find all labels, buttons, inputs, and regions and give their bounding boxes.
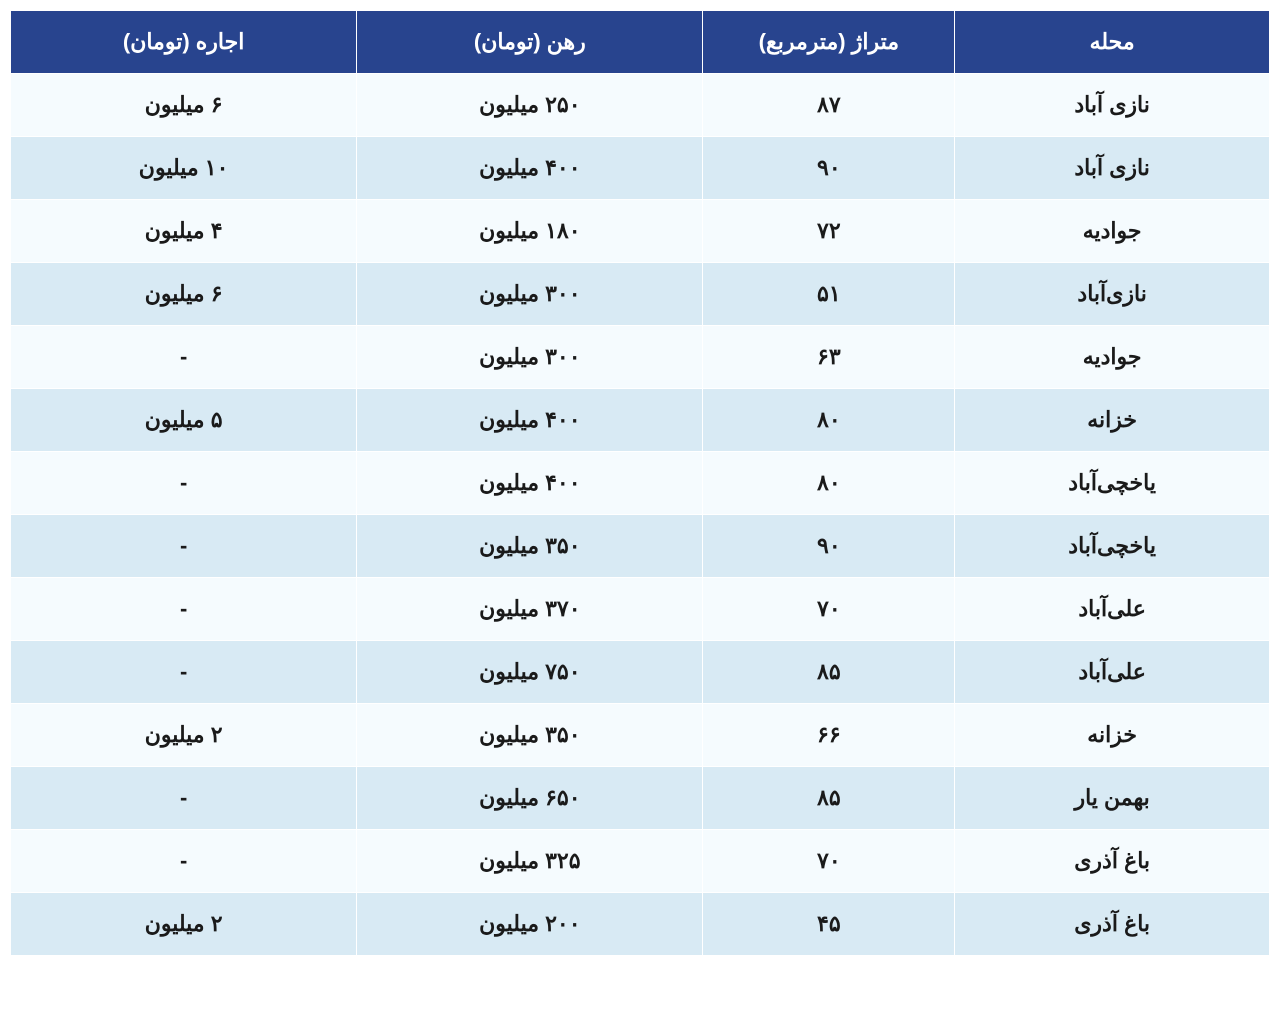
cell-rent: - xyxy=(11,515,357,578)
cell-neighborhood: نازی‌آباد xyxy=(955,263,1270,326)
cell-neighborhood: باغ آذری xyxy=(955,893,1270,956)
table-row: علی‌آباد۷۰۳۷۰ میلیون- xyxy=(11,578,1270,641)
table-row: خزانه۸۰۴۰۰ میلیون۵ میلیون xyxy=(11,389,1270,452)
header-row: محله متراژ (مترمربع) رهن (تومان) اجاره (… xyxy=(11,11,1270,74)
cell-deposit: ۳۵۰ میلیون xyxy=(357,704,703,767)
table-row: یاخچی‌آباد۸۰۴۰۰ میلیون- xyxy=(11,452,1270,515)
cell-rent: - xyxy=(11,326,357,389)
cell-area: ۸۰ xyxy=(703,452,955,515)
price-table-container: محله متراژ (مترمربع) رهن (تومان) اجاره (… xyxy=(10,10,1270,956)
cell-neighborhood: یاخچی‌آباد xyxy=(955,452,1270,515)
cell-rent: ۵ میلیون xyxy=(11,389,357,452)
table-row: نازی‌آباد۵۱۳۰۰ میلیون۶ میلیون xyxy=(11,263,1270,326)
cell-rent: ۶ میلیون xyxy=(11,74,357,137)
table-row: باغ آذری۷۰۳۲۵ میلیون- xyxy=(11,830,1270,893)
cell-area: ۴۵ xyxy=(703,893,955,956)
cell-area: ۸۰ xyxy=(703,389,955,452)
cell-area: ۷۲ xyxy=(703,200,955,263)
cell-area: ۸۷ xyxy=(703,74,955,137)
table-row: باغ آذری۴۵۲۰۰ میلیون۲ میلیون xyxy=(11,893,1270,956)
cell-deposit: ۳۰۰ میلیون xyxy=(357,326,703,389)
cell-deposit: ۶۵۰ میلیون xyxy=(357,767,703,830)
table-row: علی‌آباد۸۵۷۵۰ میلیون- xyxy=(11,641,1270,704)
table-row: جوادیه۶۳۳۰۰ میلیون- xyxy=(11,326,1270,389)
cell-rent: ۴ میلیون xyxy=(11,200,357,263)
price-table: محله متراژ (مترمربع) رهن (تومان) اجاره (… xyxy=(10,10,1270,956)
table-body: نازی آباد۸۷۲۵۰ میلیون۶ میلیوننازی آباد۹۰… xyxy=(11,74,1270,956)
table-row: یاخچی‌آباد۹۰۳۵۰ میلیون- xyxy=(11,515,1270,578)
cell-deposit: ۴۰۰ میلیون xyxy=(357,389,703,452)
header-deposit: رهن (تومان) xyxy=(357,11,703,74)
cell-neighborhood: نازی آباد xyxy=(955,74,1270,137)
cell-area: ۸۵ xyxy=(703,767,955,830)
table-row: نازی آباد۸۷۲۵۰ میلیون۶ میلیون xyxy=(11,74,1270,137)
cell-deposit: ۷۵۰ میلیون xyxy=(357,641,703,704)
cell-neighborhood: جوادیه xyxy=(955,326,1270,389)
table-row: بهمن یار۸۵۶۵۰ میلیون- xyxy=(11,767,1270,830)
cell-area: ۶۶ xyxy=(703,704,955,767)
cell-rent: ۱۰ میلیون xyxy=(11,137,357,200)
cell-rent: - xyxy=(11,767,357,830)
cell-area: ۸۵ xyxy=(703,641,955,704)
cell-rent: - xyxy=(11,830,357,893)
cell-deposit: ۳۲۵ میلیون xyxy=(357,830,703,893)
cell-deposit: ۲۰۰ میلیون xyxy=(357,893,703,956)
cell-rent: - xyxy=(11,452,357,515)
cell-area: ۹۰ xyxy=(703,137,955,200)
cell-deposit: ۲۵۰ میلیون xyxy=(357,74,703,137)
cell-neighborhood: یاخچی‌آباد xyxy=(955,515,1270,578)
header-rent: اجاره (تومان) xyxy=(11,11,357,74)
cell-deposit: ۱۸۰ میلیون xyxy=(357,200,703,263)
cell-neighborhood: علی‌آباد xyxy=(955,641,1270,704)
header-neighborhood: محله xyxy=(955,11,1270,74)
cell-area: ۹۰ xyxy=(703,515,955,578)
cell-rent: - xyxy=(11,578,357,641)
cell-neighborhood: باغ آذری xyxy=(955,830,1270,893)
table-row: جوادیه۷۲۱۸۰ میلیون۴ میلیون xyxy=(11,200,1270,263)
cell-deposit: ۳۵۰ میلیون xyxy=(357,515,703,578)
cell-rent: ۶ میلیون xyxy=(11,263,357,326)
cell-neighborhood: علی‌آباد xyxy=(955,578,1270,641)
cell-rent: ۲ میلیون xyxy=(11,893,357,956)
cell-deposit: ۴۰۰ میلیون xyxy=(357,137,703,200)
cell-neighborhood: بهمن یار xyxy=(955,767,1270,830)
cell-rent: - xyxy=(11,641,357,704)
cell-area: ۶۳ xyxy=(703,326,955,389)
cell-neighborhood: خزانه xyxy=(955,704,1270,767)
cell-area: ۷۰ xyxy=(703,578,955,641)
table-header: محله متراژ (مترمربع) رهن (تومان) اجاره (… xyxy=(11,11,1270,74)
header-area: متراژ (مترمربع) xyxy=(703,11,955,74)
table-row: نازی آباد۹۰۴۰۰ میلیون۱۰ میلیون xyxy=(11,137,1270,200)
cell-neighborhood: جوادیه xyxy=(955,200,1270,263)
cell-neighborhood: خزانه xyxy=(955,389,1270,452)
cell-rent: ۲ میلیون xyxy=(11,704,357,767)
table-row: خزانه۶۶۳۵۰ میلیون۲ میلیون xyxy=(11,704,1270,767)
cell-area: ۷۰ xyxy=(703,830,955,893)
cell-deposit: ۳۰۰ میلیون xyxy=(357,263,703,326)
cell-deposit: ۳۷۰ میلیون xyxy=(357,578,703,641)
cell-neighborhood: نازی آباد xyxy=(955,137,1270,200)
cell-deposit: ۴۰۰ میلیون xyxy=(357,452,703,515)
cell-area: ۵۱ xyxy=(703,263,955,326)
